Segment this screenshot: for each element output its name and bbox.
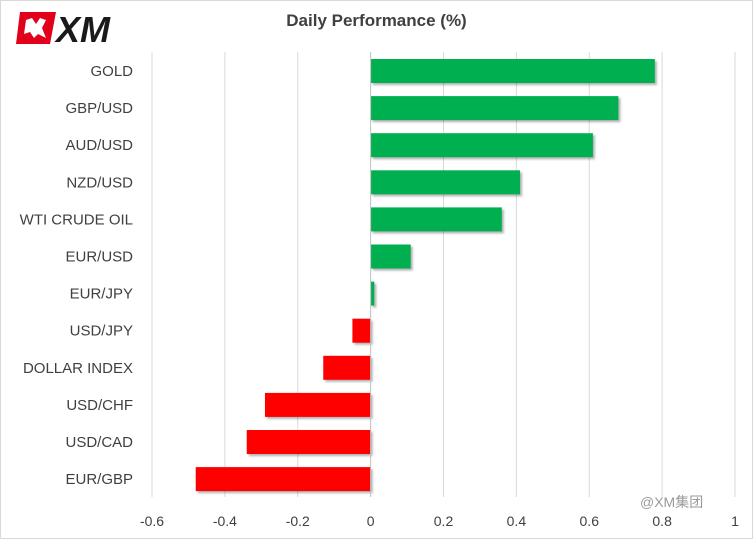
x-tick-label: -0.6 [140, 513, 164, 529]
bar [195, 467, 371, 492]
category-label: AUD/USD [65, 137, 133, 154]
x-tick-label: 0.2 [434, 513, 454, 529]
x-tick-label: 0 [367, 513, 375, 529]
bar [370, 59, 655, 83]
x-tick-label: 0.8 [652, 513, 672, 529]
chart-title: Daily Performance (%) [286, 11, 467, 30]
category-label: DOLLAR INDEX [23, 360, 133, 377]
grid-lines [151, 52, 736, 497]
x-tick-labels: -0.6 -0.4 -0.2 0 0.2 0.4 0.6 0.8 1 [140, 513, 739, 529]
x-tick-label: 0.4 [507, 513, 527, 529]
category-label: EUR/USD [65, 249, 133, 266]
x-tick-label: -0.2 [286, 513, 310, 529]
x-tick-label: 1 [731, 513, 739, 529]
bar [323, 355, 371, 380]
x-tick-label: 0.6 [580, 513, 600, 529]
bull-icon [24, 18, 46, 38]
logo-text: XM [54, 9, 111, 48]
category-label: EUR/JPY [70, 286, 133, 303]
xm-logo: XM [16, 8, 156, 50]
bar [370, 96, 619, 121]
category-label: USD/CHF [66, 397, 133, 414]
category-label: USD/CAD [65, 434, 133, 451]
category-label: USD/JPY [70, 323, 133, 340]
bar [370, 170, 521, 195]
x-tick-label: -0.4 [213, 513, 237, 529]
bar [370, 207, 502, 232]
bar [246, 430, 371, 454]
bar [370, 281, 375, 306]
bar [352, 318, 371, 343]
bar [370, 244, 411, 269]
category-label: EUR/GBP [65, 471, 133, 488]
bars [195, 52, 655, 497]
xm-logo-graphic: XM [16, 9, 111, 50]
bar [370, 133, 593, 158]
category-label: GOLD [90, 63, 133, 80]
category-label: NZD/USD [66, 174, 133, 191]
bar [264, 392, 371, 417]
category-label: WTI CRUDE OIL [20, 211, 133, 228]
category-label: GBP/USD [65, 100, 133, 117]
watermark: @XM集团 [640, 494, 704, 510]
category-labels: GOLD GBP/USD AUD/USD NZD/USD WTI CRUDE OIL EU… [20, 63, 134, 488]
